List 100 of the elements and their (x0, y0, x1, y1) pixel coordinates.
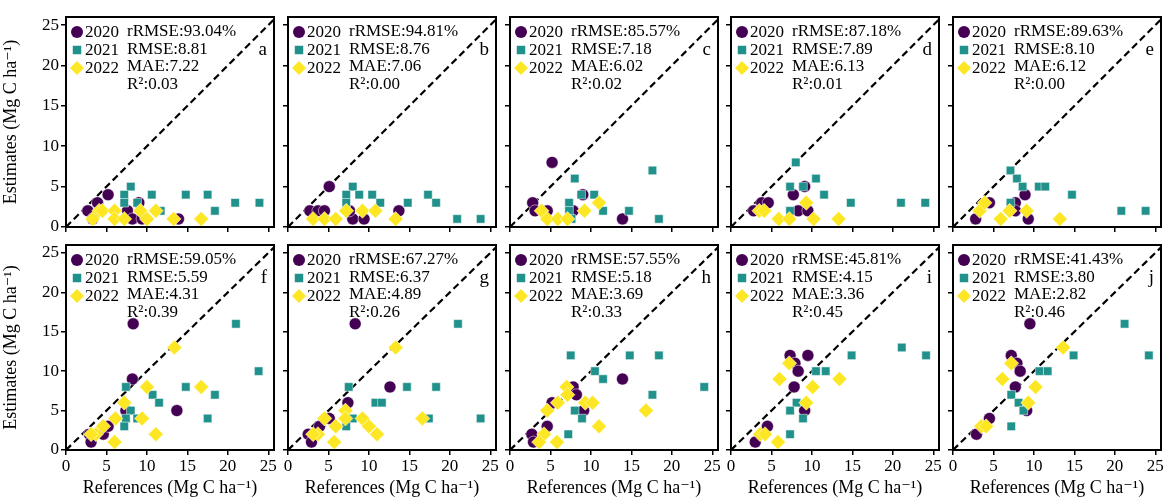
annotation: RMSE:7.89 (792, 38, 874, 58)
annotation: rRMSE:45.81% (792, 249, 902, 269)
annotation: MAE:6.13 (792, 56, 865, 76)
x-tick-label: 25 (259, 455, 277, 475)
annotation: MAE:3.36 (792, 284, 865, 304)
annotation: f (260, 265, 268, 287)
annotation: MAE:3.69 (570, 284, 643, 304)
y-tick-label: 25 (42, 242, 59, 262)
annotation: R²:0.39 (127, 301, 178, 321)
legend-label: 2020 (972, 250, 1006, 270)
legend-label: 2021 (972, 268, 1006, 288)
legend-label: 2020 (306, 22, 341, 42)
legend-label: 2020 (972, 22, 1006, 42)
annotation: rRMSE:94.81% (348, 21, 458, 41)
y-tick-label: 0 (50, 439, 59, 459)
annotation: R²:0.00 (348, 73, 400, 93)
annotation: rRMSE:57.55% (570, 249, 680, 269)
annotation: R²:0.00 (1014, 73, 1065, 93)
annotation: RMSE:5.18 (570, 266, 652, 286)
y-tick-label: 25 (42, 14, 59, 34)
legend-label: 2022 (528, 58, 563, 78)
annotation: R²:0.33 (570, 301, 622, 321)
annotation: RMSE:7.18 (570, 38, 652, 58)
legend-label: 2021 (528, 40, 563, 60)
x-tick-label: 0 (727, 455, 736, 475)
x-tick-label: 15 (1065, 455, 1083, 475)
annotation: MAE:4.89 (348, 284, 421, 304)
annotation: h (701, 265, 711, 287)
annotation: rRMSE:67.27% (348, 249, 458, 269)
x-tick-label: 15 (400, 455, 418, 475)
legend-label: 2020 (750, 250, 785, 270)
x-tick-label: 20 (884, 455, 902, 475)
x-axis-title: References (Mg C ha⁻¹) (526, 476, 701, 498)
annotation: MAE:4.31 (127, 284, 200, 304)
legend-label: 2020 (750, 22, 785, 42)
annotation: R²:0.03 (127, 73, 178, 93)
annotation: RMSE:5.59 (127, 266, 208, 286)
legend-label: 2020 (528, 22, 563, 42)
annotation: rRMSE:93.04% (127, 21, 237, 41)
annotation: R²:0.02 (570, 73, 622, 93)
legend-label: 2022 (528, 286, 563, 306)
x-tick-label: 15 (178, 455, 196, 475)
annotation: i (926, 265, 933, 287)
x-axis-title: References (Mg C ha⁻¹) (748, 476, 923, 498)
annotation: b (479, 37, 489, 59)
legend-label: 2021 (85, 268, 119, 288)
annotation: R²:0.46 (1014, 301, 1065, 321)
y-tick-label: 15 (42, 321, 59, 341)
x-tick-label: 15 (622, 455, 640, 475)
annotation: RMSE:8.81 (127, 38, 208, 58)
annotation: rRMSE:87.18% (792, 21, 902, 41)
x-tick-label: 25 (481, 455, 499, 475)
legend-label: 2022 (85, 58, 119, 78)
x-tick-label: 20 (441, 455, 459, 475)
annotation: rRMSE:89.63% (1014, 21, 1124, 41)
annotation: RMSE:4.15 (792, 266, 874, 286)
y-tick-label: 5 (50, 400, 59, 420)
y-tick-label: 15 (42, 95, 59, 115)
x-tick-label: 10 (138, 455, 156, 475)
x-tick-label: 10 (360, 455, 378, 475)
annotation: MAE:6.02 (570, 56, 643, 76)
annotation: MAE:7.22 (127, 56, 200, 76)
annotation: R²:0.45 (792, 301, 844, 321)
legend-label: 2020 (528, 250, 563, 270)
x-tick-label: 5 (767, 455, 776, 475)
x-tick-label: 10 (1025, 455, 1043, 475)
y-tick-label: 5 (50, 176, 59, 196)
legend-label: 2022 (972, 58, 1006, 78)
legend-label: 2021 (750, 268, 785, 288)
annotation: RMSE:8.76 (348, 38, 430, 58)
annotation: rRMSE:41.43% (1014, 249, 1124, 269)
x-tick-label: 20 (662, 455, 680, 475)
x-tick-label: 0 (505, 455, 514, 475)
legend-label: 2022 (306, 286, 341, 306)
legend-label: 2020 (85, 22, 119, 42)
legend-label: 2022 (306, 58, 341, 78)
y-tick-label: 20 (42, 54, 59, 74)
y-axis-title: Estimates (Mg C ha⁻¹) (0, 265, 21, 430)
x-axis-title: References (Mg C ha⁻¹) (304, 476, 479, 498)
legend-label: 2021 (750, 40, 785, 60)
legend-label: 2021 (528, 268, 563, 288)
x-tick-label: 5 (323, 455, 333, 475)
annotation: R²:0.01 (792, 73, 844, 93)
legend-label: 2021 (85, 40, 119, 60)
y-tick-label: 0 (50, 216, 59, 236)
annotation: c (702, 37, 711, 59)
y-tick-label: 10 (42, 360, 59, 380)
legend-label: 2022 (85, 286, 119, 306)
legend-label: 2021 (972, 40, 1006, 60)
annotation: R²:0.26 (348, 301, 400, 321)
legend-label: 2022 (750, 58, 785, 78)
y-tick-label: 10 (42, 135, 59, 155)
annotation: MAE:6.12 (1014, 56, 1087, 76)
legend-label: 2022 (750, 286, 785, 306)
annotation: j (1147, 265, 1154, 287)
annotation: rRMSE:59.05% (127, 249, 237, 269)
annotation: g (479, 265, 490, 287)
annotation: RMSE:3.80 (1014, 266, 1095, 286)
x-tick-label: 25 (925, 455, 943, 475)
y-axis-title: Estimates (Mg C ha⁻¹) (0, 39, 21, 205)
